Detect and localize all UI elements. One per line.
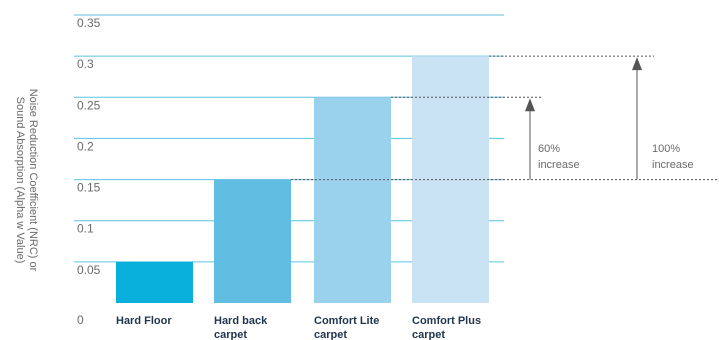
category-label-line: Hard Floor — [116, 315, 172, 327]
category-label-line: carpet — [412, 329, 445, 340]
category-label: Comfort Lite carpet — [314, 315, 379, 340]
bar — [314, 97, 391, 304]
y-axis-title: Noise Reduction Coefficient (NRC) orSoun… — [14, 89, 39, 272]
y-axis-label: Noise Reduction Coefficient (NRC) orSoun… — [14, 89, 39, 272]
bar — [116, 261, 193, 303]
bar — [214, 179, 291, 303]
increase-label-line: 60% — [538, 143, 560, 155]
y-tick-label: 0.05 — [77, 263, 101, 277]
category-label: Hard Floor — [116, 315, 172, 327]
increase-annotations: 60% increase 100% increase — [291, 55, 719, 181]
category-label-line: Hard back — [214, 315, 268, 327]
y-axis-ticks: 0 0.05 0.1 0.15 0.2 0.25 0.3 0.35 — [77, 16, 101, 327]
increase-label: 100% increase — [652, 143, 694, 171]
y-tick-label: 0.3 — [77, 57, 94, 71]
increase-label-line: increase — [538, 159, 580, 171]
y-tick-label: 0.25 — [77, 98, 101, 112]
increase-arrow-head — [525, 98, 535, 112]
x-axis-categories: Hard Floor Hard back carpet Comfort Lite car… — [116, 315, 481, 340]
category-label-line: Comfort Lite — [314, 315, 379, 327]
y-axis-title-line: Noise Reduction Coefficient (NRC) or — [27, 89, 39, 272]
increase-label-line: increase — [652, 159, 694, 171]
y-tick-label: 0 — [77, 313, 84, 327]
y-axis-title-line: Sound Absorption (Alpha w Value) — [14, 97, 26, 264]
y-tick-label: 0.15 — [77, 181, 101, 195]
increase-arrow-head — [632, 57, 642, 71]
increase-label: 60% increase — [538, 143, 580, 171]
category-label: Comfort Plus carpet — [412, 315, 481, 340]
y-tick-label: 0.1 — [77, 222, 94, 236]
y-tick-label: 0.2 — [77, 139, 94, 153]
category-label-line: Comfort Plus — [412, 315, 481, 327]
increase-label-line: 100% — [652, 143, 680, 155]
category-label-line: carpet — [214, 329, 247, 340]
category-label-line: carpet — [314, 329, 347, 340]
category-label: Hard back carpet — [214, 315, 268, 340]
y-tick-label: 0.35 — [77, 16, 101, 30]
